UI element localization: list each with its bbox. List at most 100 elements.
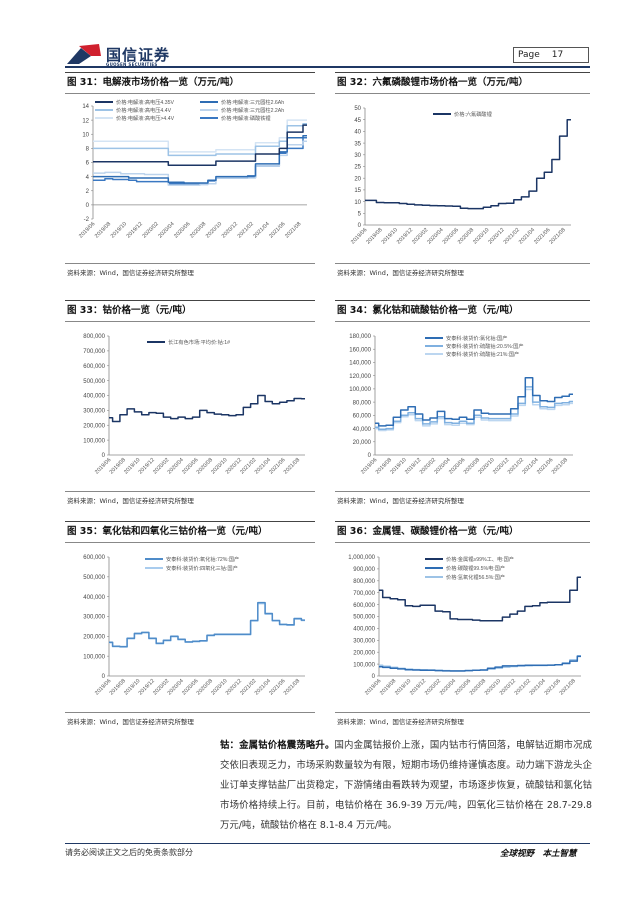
legend-label: 安泰科:装货价:硫酸钴:20.5%:国产 bbox=[446, 342, 524, 350]
x-tick-label: 2020/04 bbox=[157, 221, 175, 239]
y-tick-label: 1,000,000 bbox=[348, 555, 375, 561]
y-tick-label: 100,000 bbox=[83, 654, 105, 660]
cobalt-commentary: 钴：金属钴价格震荡略升。国内金属钴报价上涨，国内钴市行情回落，电解钴近期市况成交… bbox=[220, 736, 592, 836]
y-tick-label: 500,000 bbox=[353, 615, 375, 621]
y-tick-label: 80,000 bbox=[353, 400, 372, 406]
paragraph-lead: 钴：金属钴价格震荡略升。 bbox=[220, 740, 335, 751]
brand-subtitle: GUOSEN SECURITIES bbox=[106, 62, 158, 67]
y-tick-label: 10 bbox=[354, 200, 361, 206]
y-tick-label: 8 bbox=[86, 147, 90, 153]
y-tick-label: 600,000 bbox=[353, 603, 375, 609]
figure-source: 资料来源：Wind，国信证券经济研究所整理 bbox=[335, 712, 590, 726]
y-tick-label: 0 bbox=[102, 453, 106, 459]
y-tick-label: 800,000 bbox=[83, 334, 105, 340]
x-tick-label: 2020/02 bbox=[142, 221, 160, 239]
x-tick-label: 2020/10 bbox=[205, 221, 223, 239]
series-line bbox=[379, 576, 581, 622]
figure-33-panel: 图 33：钴价格一览（元/吨） 0 100,000 200,000 300,000 40… bbox=[65, 300, 315, 505]
figure-source: 资料来源：Wind，国信证券经济研究所整理 bbox=[335, 263, 590, 277]
y-tick-label: 35 bbox=[354, 141, 361, 147]
company-logo bbox=[65, 42, 105, 70]
paragraph-text: 国内金属钴报价上涨，国内钴市行情回落，电解钴近期市况成交依旧表现乏力，市场采购数… bbox=[220, 740, 592, 831]
page-number: 17 bbox=[551, 50, 564, 60]
legend-label: 价格:碳酸锂99.5%电:国产 bbox=[446, 564, 505, 572]
y-tick-label: 700,000 bbox=[353, 591, 375, 597]
y-tick-label: 0 bbox=[368, 453, 372, 459]
x-tick-label: 2019/06 bbox=[78, 221, 96, 239]
y-tick-label: 12 bbox=[82, 118, 89, 124]
legend-label: 价格:电解液:高电压4.35V bbox=[116, 98, 174, 106]
figure-32-chart: 051015202530354045502019/062019/082019/1… bbox=[350, 106, 571, 245]
y-tick-label: 0 bbox=[358, 223, 362, 229]
figure-title: 图 31：电解液市场价格一览（万元/吨） bbox=[65, 72, 315, 94]
figure-source: 资料来源：Wind，国信证券经济研究所整理 bbox=[335, 491, 590, 505]
figure-34-chart: 0 20,000 40,000 60,000 80,000 100,000 120,000 1… bbox=[349, 334, 573, 475]
y-tick-label: 100,000 bbox=[83, 438, 105, 444]
figure-34-panel: 图 34：氯化钴和硫酸钴价格一览（元/吨） 0 20,000 40,000 60,00… bbox=[335, 300, 590, 505]
header-rule bbox=[65, 66, 590, 68]
y-tick-label: 4 bbox=[86, 175, 90, 181]
figure-title: 图 33：钴价格一览（元/吨） bbox=[65, 300, 315, 322]
y-tick-label: 25 bbox=[354, 165, 361, 171]
legend-label: 价格:六氟磷酸锂 bbox=[454, 110, 492, 118]
y-tick-label: 20,000 bbox=[353, 440, 372, 446]
brand-name: 国信证券 bbox=[106, 46, 171, 64]
legend-label: 安泰科:装货价:氯化钴:国产 bbox=[446, 334, 507, 342]
y-tick-label: 700,000 bbox=[83, 349, 105, 355]
figure-33-chart: 0 100,000 200,000 300,000 400,000 500,000 600,… bbox=[83, 334, 305, 475]
series-line bbox=[379, 655, 581, 672]
y-tick-label: 120,000 bbox=[349, 374, 371, 380]
series-line bbox=[375, 388, 573, 432]
logo-mark-icon bbox=[67, 44, 101, 64]
x-tick-label: 2021/08 bbox=[283, 678, 301, 696]
figure-source: 资料来源：Wind，国信证券经济研究所整理 bbox=[65, 491, 315, 505]
y-tick-label: 600,000 bbox=[83, 364, 105, 370]
y-tick-label: 600,000 bbox=[83, 555, 105, 561]
y-tick-label: 15 bbox=[354, 188, 361, 194]
series-line bbox=[93, 119, 307, 153]
series-line bbox=[375, 386, 573, 430]
x-tick-label: 2021/06 bbox=[268, 221, 286, 239]
legend-label: 价格:电解液:高电压>4.4V bbox=[116, 114, 175, 122]
y-tick-label: 180,000 bbox=[349, 334, 371, 340]
y-tick-label: 20 bbox=[354, 176, 361, 182]
y-tick-label: 200,000 bbox=[83, 423, 105, 429]
x-tick-label: 2021/08 bbox=[559, 678, 577, 696]
figure-32-panel: 图 32：六氟磷酸锂市场价格一览（万元/吨） 0 5 10 15 20 25 30 35 40 4… bbox=[335, 72, 590, 277]
y-tick-label: 0 bbox=[102, 674, 106, 680]
y-tick-label: -2 bbox=[84, 217, 90, 223]
y-tick-label: 200,000 bbox=[353, 650, 375, 656]
y-tick-label: 200,000 bbox=[83, 635, 105, 641]
x-tick-label: 2021/08 bbox=[283, 457, 301, 475]
figure-title: 图 32：六氟磷酸锂市场价格一览（万元/吨） bbox=[335, 72, 590, 94]
legend-label: 安泰科:装货价:氧化钴:72%:国产 bbox=[166, 555, 239, 563]
series-line bbox=[93, 134, 307, 184]
y-tick-label: 300,000 bbox=[83, 409, 105, 415]
page-label: Page bbox=[518, 50, 540, 60]
legend-label: 安泰科:装货价:硫酸钴:21%:国产 bbox=[446, 350, 519, 358]
y-tick-label: 400,000 bbox=[353, 627, 375, 633]
x-tick-label: 2019/12 bbox=[126, 221, 144, 239]
y-tick-label: 60,000 bbox=[353, 414, 372, 420]
figure-31-panel: 图 31：电解液市场价格一览（万元/吨） -2 0 2 4 6 8 10 12 14 2019/0… bbox=[65, 72, 315, 277]
figure-source: 资料来源：Wind，国信证券经济研究所整理 bbox=[65, 712, 315, 726]
y-tick-label: 0 bbox=[86, 203, 90, 209]
figure-35-chart: 0 100,000 200,000 300,000 400,000 500,000 600,… bbox=[83, 555, 305, 696]
y-tick-label: 140,000 bbox=[349, 361, 371, 367]
y-tick-label: 160,000 bbox=[349, 347, 371, 353]
legend-label: 价格:电解液:高电压4.4V bbox=[116, 106, 172, 114]
y-tick-label: 800,000 bbox=[353, 579, 375, 585]
y-tick-label: 0 bbox=[372, 674, 376, 680]
x-tick-label: 2021/02 bbox=[237, 221, 255, 239]
y-tick-label: 300,000 bbox=[353, 639, 375, 645]
x-tick-label: 2020/06 bbox=[173, 221, 191, 239]
figure-35-panel: 图 35：氧化钴和四氧化三钴价格一览（元/吨） 0 100,000 200,000 3… bbox=[65, 521, 315, 726]
y-tick-label: 900,000 bbox=[353, 567, 375, 573]
series-line bbox=[109, 601, 305, 648]
footer-rule bbox=[65, 843, 590, 844]
y-tick-label: 400,000 bbox=[83, 595, 105, 601]
figure-title: 图 34：氯化钴和硫酸钴价格一览（元/吨） bbox=[335, 300, 590, 322]
y-tick-label: 10 bbox=[82, 132, 89, 138]
y-tick-label: 500,000 bbox=[83, 575, 105, 581]
y-tick-label: 50 bbox=[354, 106, 361, 112]
